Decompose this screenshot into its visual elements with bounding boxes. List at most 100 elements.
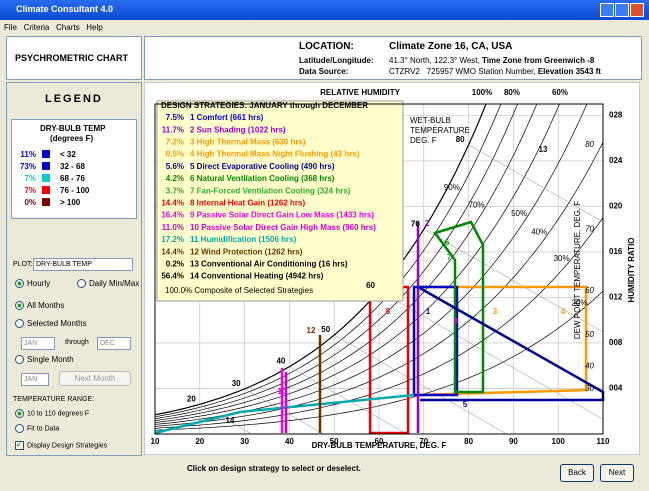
strategy-label[interactable]: 14 Conventional Heating (4942 hrs) <box>190 272 324 281</box>
legend-swatch <box>42 162 50 170</box>
legend-pct: 73% <box>19 162 36 171</box>
zone-label: 12 <box>307 326 316 335</box>
legend-pct: 7% <box>24 186 36 195</box>
strategy-pct: 56.4% <box>161 272 184 281</box>
strategy-label[interactable]: 6 Natural Ventilation Cooling (368 hrs) <box>190 174 335 183</box>
legend-range: 32 - 68 <box>60 162 85 171</box>
minimize-button[interactable] <box>600 3 614 17</box>
strategies-title: DESIGN STRATEGIES: JANUARY through DECEM… <box>161 101 368 110</box>
wet-bulb-line <box>199 404 252 434</box>
radio-label: Fit to Data <box>27 425 60 433</box>
location: Climate Zone 16, CA, USA <box>389 41 513 52</box>
legend-pct: 11% <box>20 150 36 159</box>
close-button[interactable] <box>630 3 644 17</box>
source-label: Data Source: <box>299 67 349 76</box>
zone-label: 13 <box>539 145 548 154</box>
strategy-label[interactable]: 11 Humidification (1506 hrs) <box>190 235 297 244</box>
y2-tick-label: 012 <box>609 293 623 302</box>
zone-6[interactable] <box>432 220 485 394</box>
plot-select[interactable]: DRY-BULB TEMP <box>33 258 133 271</box>
to-month[interactable]: DEC <box>97 337 131 350</box>
strategy-label[interactable]: 8 Internal Heat Gain (1262 hrs) <box>190 199 305 208</box>
radio-range-fixed[interactable]: 10 to 110 degrees F <box>15 409 89 418</box>
rh-curve <box>155 104 538 421</box>
x-tick-label: 20 <box>195 437 204 446</box>
x-tick-label: 100 <box>552 437 566 446</box>
strategy-pct: 0.2% <box>166 260 184 269</box>
radio-selected-months[interactable]: Selected Months <box>15 319 87 329</box>
radio-label: Selected Months <box>27 319 87 328</box>
strategy-label[interactable]: 13 Conventional Air Conditioning (16 hrs… <box>190 260 348 269</box>
legend-heading: DRY-BULB TEMP <box>40 124 106 133</box>
timezone: Time Zone from Greenwich -8 <box>481 56 595 65</box>
strategy-label[interactable]: 3 High Thermal Mass (630 hrs) <box>190 138 306 147</box>
header-title: PSYCHROMETRIC CHART <box>15 53 129 63</box>
radio-range-fit[interactable]: Fit to Data <box>15 424 59 433</box>
wet-bulb-label: WET-BULB <box>410 116 451 125</box>
radio-hourly[interactable]: Hourly <box>15 279 50 289</box>
single-month[interactable]: JAN <box>21 373 49 386</box>
zone-11[interactable] <box>154 393 415 435</box>
wet-bulb-tick: 50 <box>321 325 330 334</box>
rh-label: 30% <box>554 254 570 263</box>
y2-tick-label: 004 <box>609 384 623 393</box>
rh-curve <box>155 217 603 429</box>
strategy-label[interactable]: 4 High Thermal Mass Night Flushing (43 h… <box>190 150 360 159</box>
zone-label: 6 <box>445 238 450 247</box>
radio-single-month[interactable]: Single Month <box>15 355 74 365</box>
wet-bulb-tick: 70 <box>411 219 420 228</box>
radio-daily[interactable]: Daily Min/Max <box>77 279 139 289</box>
y2-axis-label: HUMIDITY RATIO <box>627 237 636 302</box>
radio-label: All Months <box>27 301 65 310</box>
x-tick-label: 40 <box>285 437 294 446</box>
menu-item[interactable]: Criteria <box>23 23 50 32</box>
strategy-label[interactable]: 5 Direct Evaporative Cooling (490 hrs) <box>190 162 335 171</box>
menu-item[interactable]: File <box>4 23 17 32</box>
strategies-box <box>156 100 404 302</box>
psychrometric-chart: DESIGN STRATEGIES: JANUARY through DECEM… <box>144 82 640 455</box>
wet-bulb-label: DEG. F <box>410 136 437 145</box>
strategy-pct: 14.4% <box>161 247 184 256</box>
back-button[interactable]: Back <box>560 464 594 482</box>
wet-bulb-label: TEMPERATURE <box>410 126 470 135</box>
strategy-label[interactable]: 2 Sun Shading (1022 hrs) <box>190 125 286 134</box>
wet-bulb-line <box>244 388 324 434</box>
legend-pct: 7% <box>24 174 36 183</box>
from-month[interactable]: JAN <box>21 337 55 350</box>
maximize-button[interactable] <box>615 3 629 17</box>
menu-item[interactable]: Help <box>86 23 103 32</box>
x-tick-label: 90 <box>509 437 518 446</box>
legend-swatch <box>42 186 50 194</box>
strategy-label[interactable]: 1 Comfort (661 hrs) <box>190 113 264 122</box>
x-tick-label: 80 <box>464 437 473 446</box>
legend-swatch <box>42 174 50 182</box>
zone-label: 5 <box>463 400 468 409</box>
strategy-zones <box>154 220 605 435</box>
x-tick-label: 50 <box>330 437 339 446</box>
menu-item[interactable]: Charts <box>56 23 80 32</box>
strategy-label[interactable]: 12 Wind Protection (1262 hrs) <box>190 247 303 256</box>
zone-label: 3 <box>493 307 498 316</box>
dew-point-tick: 40 <box>585 362 594 371</box>
title-bar: Climate Consultant 4.0 <box>0 0 649 20</box>
strategy-label[interactable]: 7 Fan-Forced Ventilation Cooling (324 hr… <box>190 186 351 195</box>
strategy-label[interactable]: 10 Passive Solar Direct Gain High Mass (… <box>190 223 376 232</box>
radio-all-months[interactable]: All Months <box>15 301 65 311</box>
zone-1[interactable] <box>412 285 459 397</box>
wet-bulb-tick: 40 <box>276 357 285 366</box>
zone-label: 10 <box>278 387 287 396</box>
rh-curve <box>155 104 518 420</box>
strategy-label[interactable]: 9 Passive Solar Direct Gain Low Mass (14… <box>190 211 374 220</box>
next-month-button[interactable]: Next Month <box>59 371 131 386</box>
rh-label: 60% <box>552 88 568 97</box>
wet-bulb-tick: 80 <box>456 135 465 144</box>
next-button[interactable]: Next <box>600 464 634 482</box>
header-panel: PSYCHROMETRIC CHART <box>6 36 142 80</box>
wet-bulb-line <box>378 290 603 420</box>
display-strategies-checkbox[interactable]: ✔ Display Design Strategies <box>15 441 108 450</box>
legend-swatch <box>42 198 50 206</box>
y2-tick-label: 020 <box>609 202 623 211</box>
x-tick-label: 110 <box>597 437 610 446</box>
rh-label: 100% <box>472 88 492 97</box>
